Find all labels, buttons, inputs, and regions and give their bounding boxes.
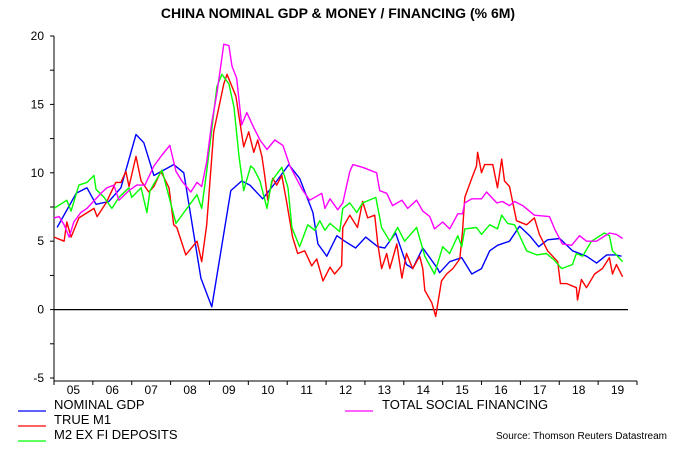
x-tick-label: 09 — [222, 383, 236, 397]
x-tick-label: 16 — [494, 383, 508, 397]
x-tick-label: 14 — [417, 383, 431, 397]
legend-label: M2 EX FI DEPOSITS — [54, 427, 178, 442]
legend-label: TRUE M1 — [54, 412, 111, 427]
chart-title: CHINA NOMINAL GDP & MONEY / FINANCING (%… — [161, 5, 515, 21]
series-lines — [53, 43, 624, 318]
x-tick-label: 08 — [183, 383, 197, 397]
y-tick-label: 20 — [31, 29, 45, 43]
series-line-true-m1 — [53, 73, 624, 318]
x-tick-label: 10 — [261, 383, 275, 397]
x-tick-label: 13 — [378, 383, 392, 397]
x-tick-label: 07 — [144, 383, 158, 397]
y-tick-label: 15 — [31, 97, 45, 111]
source-note: Source: Thomson Reuters Datastream — [496, 431, 667, 442]
x-tick-label: 05 — [67, 383, 81, 397]
y-tick-label: 0 — [37, 303, 44, 317]
y-tick-label: -5 — [33, 371, 44, 385]
x-tick-label: 19 — [611, 383, 625, 397]
legend-label: NOMINAL GDP — [54, 397, 145, 412]
series-line-nominal-gdp — [56, 133, 622, 308]
y-tick-label: 5 — [37, 234, 44, 248]
x-tick-label: 15 — [455, 383, 469, 397]
x-tick-label: 06 — [106, 383, 120, 397]
x-tick-label: 12 — [339, 383, 353, 397]
legend-label: TOTAL SOCIAL FINANCING — [382, 397, 548, 412]
x-tick-label: 18 — [572, 383, 586, 397]
x-tick-label: 17 — [533, 383, 547, 397]
series-line-m2-ex-fi-deposits — [53, 73, 624, 275]
y-tick-label: 10 — [31, 166, 45, 180]
series-line-total-social-financing — [53, 43, 623, 246]
x-tick-label: 11 — [300, 383, 313, 397]
